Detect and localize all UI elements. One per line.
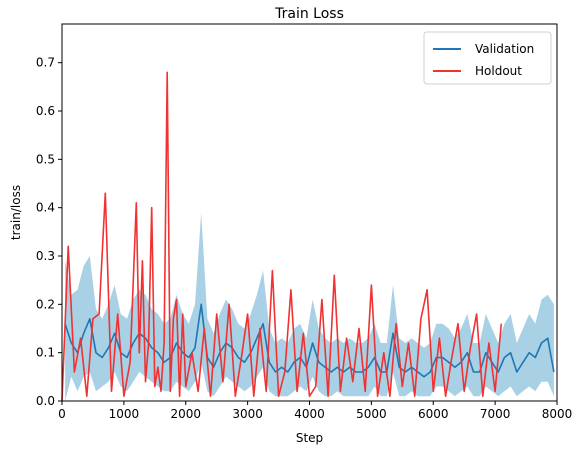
x-tick-label: 4000 [294,407,325,421]
series-lines-layer [61,71,555,402]
y-tick-label: 0.5 [36,152,55,166]
y-axis-ticks: 0.0 0.1 0.2 0.3 0.4 0.5 0.6 0.7 [36,56,62,408]
y-tick-label: 0.1 [36,346,55,360]
x-tick-label: 7000 [480,407,511,421]
x-tick-label: 5000 [356,407,387,421]
y-tick-label: 0.0 [36,394,55,408]
y-tick-label: 0.3 [36,249,55,263]
x-tick-label: 2000 [170,407,201,421]
legend-holdout-label: Holdout [475,64,522,78]
chart-title: Train Loss [274,6,344,22]
y-tick-label: 0.2 [36,297,55,311]
x-tick-label: 6000 [418,407,449,421]
y-tick-label: 0.6 [36,104,55,118]
y-axis-label: train/loss [9,185,23,240]
x-tick-label: 3000 [232,407,263,421]
x-tick-label: 0 [58,407,66,421]
legend: Validation Holdout [423,31,552,85]
legend-validation-label: Validation [475,42,534,56]
y-tick-label: 0.7 [36,56,55,70]
x-tick-label: 8000 [542,407,573,421]
x-tick-label: 1000 [109,407,140,421]
y-tick-label: 0.4 [36,201,55,215]
validation-line [64,303,555,378]
holdout-line [61,71,503,402]
x-axis-label: Step [296,431,323,445]
x-axis-ticks: 0 1000 2000 3000 4000 5000 6000 7000 8000 [58,401,572,421]
